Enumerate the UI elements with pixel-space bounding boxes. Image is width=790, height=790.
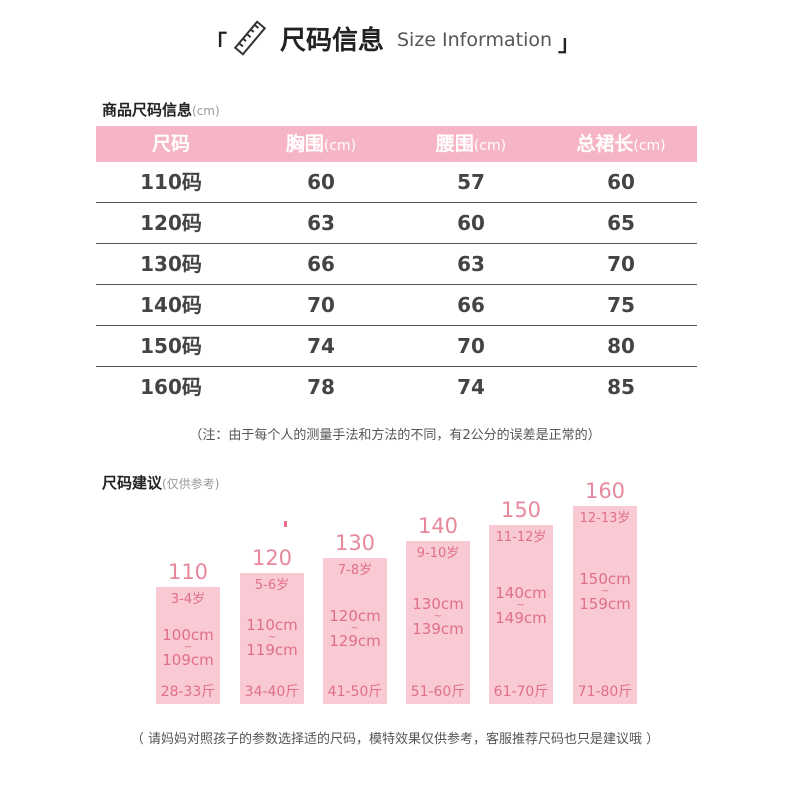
- cell-size: 140码: [140, 293, 202, 317]
- measurement-note: （注：由于每个人的测量手法和方法的不同，有2公分的误差是正常的）: [189, 428, 601, 443]
- height-range: 120cm ~ 129cm: [329, 607, 381, 651]
- age-range: 12-13岁: [579, 511, 631, 526]
- table-row: 150码 74 70 80: [96, 326, 697, 367]
- table-row: 140码 70 66 75: [96, 285, 697, 326]
- decorative-tick: [284, 521, 287, 527]
- height-range: 130cm ~ 139cm: [412, 595, 464, 639]
- weight-range: 34-40斤: [244, 684, 300, 700]
- age-range: 11-12岁: [495, 530, 547, 545]
- size-suggestion-bar: 12-13岁 150cm ~ 159cm 71-80斤: [573, 506, 637, 704]
- suggestion-note: （ 请妈妈对照孩子的参数选择适的尺码，模特效果仅供参考，客服推荐尺码也只是建议哦…: [130, 732, 660, 747]
- cell-length: 60: [607, 170, 635, 194]
- page-title: 尺码信息: [280, 26, 385, 56]
- height-range: 140cm ~ 149cm: [495, 584, 547, 628]
- age-range: 5-6岁: [254, 578, 290, 593]
- cell-waist: 66: [457, 293, 485, 317]
- ruler-pencil-icon: [233, 20, 267, 56]
- size-label: 110: [167, 560, 209, 584]
- size-label: 120: [251, 546, 293, 570]
- size-suggestion-bar: 9-10岁 130cm ~ 139cm 51-60斤: [406, 541, 470, 704]
- table-row: 160码 78 74 85: [96, 367, 697, 407]
- size-suggestion-bar: 3-4岁 100cm ~ 109cm 28-33斤: [156, 587, 220, 704]
- cell-length: 70: [607, 252, 635, 276]
- size-label: 140: [417, 514, 459, 538]
- header-waist: 腰围(cm): [435, 133, 507, 155]
- cell-chest: 70: [307, 293, 335, 317]
- cell-chest: 66: [307, 252, 335, 276]
- cell-size: 150码: [140, 334, 202, 358]
- weight-range: 71-80斤: [577, 684, 633, 700]
- cell-waist: 74: [457, 375, 485, 399]
- weight-range: 28-33斤: [160, 684, 216, 700]
- table-row: 120码 63 60 65: [96, 203, 697, 244]
- cell-chest: 78: [307, 375, 335, 399]
- cell-chest: 74: [307, 334, 335, 358]
- age-range: 7-8岁: [337, 563, 373, 578]
- cell-length: 80: [607, 334, 635, 358]
- size-suggestion-bar: 7-8岁 120cm ~ 129cm 41-50斤: [323, 558, 387, 704]
- header-chest: 胸围(cm): [285, 133, 357, 155]
- page-subtitle: Size Information: [397, 29, 553, 51]
- cell-waist: 70: [457, 334, 485, 358]
- age-range: 9-10岁: [416, 546, 460, 561]
- size-label: 160: [584, 479, 626, 503]
- cell-waist: 60: [457, 211, 485, 235]
- table-row: 130码 66 63 70: [96, 244, 697, 285]
- cell-waist: 63: [457, 252, 485, 276]
- page-header: 「 尺码信息 Size Information 」: [0, 16, 790, 66]
- suggest-section-label: 尺码建议: [102, 474, 163, 492]
- weight-range: 61-70斤: [493, 684, 549, 700]
- cell-length: 75: [607, 293, 635, 317]
- header-size: 尺码: [151, 133, 190, 155]
- height-range: 110cm ~ 119cm: [246, 616, 298, 660]
- height-range: 100cm ~ 109cm: [162, 626, 214, 670]
- weight-range: 41-50斤: [327, 684, 383, 700]
- cell-length: 65: [607, 211, 635, 235]
- size-suggestion-bar: 5-6岁 110cm ~ 119cm 34-40斤: [240, 573, 304, 704]
- age-range: 3-4岁: [170, 592, 206, 607]
- table-row: 110码 60 57 60: [96, 162, 697, 203]
- cell-size: 110码: [140, 170, 202, 194]
- left-bracket: 「: [205, 32, 228, 57]
- cell-size: 160码: [140, 375, 202, 399]
- cell-chest: 60: [307, 170, 335, 194]
- cell-length: 85: [607, 375, 635, 399]
- table-header: 尺码 胸围(cm) 腰围(cm) 总裙长(cm): [96, 126, 697, 162]
- suggest-section-sub: (仅供参考): [162, 477, 220, 491]
- size-suggestion-bar: 11-12岁 140cm ~ 149cm 61-70斤: [489, 525, 553, 704]
- size-label: 150: [500, 498, 542, 522]
- height-range: 150cm ~ 159cm: [579, 570, 631, 614]
- header-length: 总裙长(cm): [576, 133, 666, 155]
- table-section-title: 商品尺码信息(cm): [102, 99, 220, 120]
- cell-size: 120码: [140, 211, 202, 235]
- cell-chest: 63: [307, 211, 335, 235]
- table-section-label: 商品尺码信息: [102, 101, 193, 119]
- size-table: 尺码 胸围(cm) 腰围(cm) 总裙长(cm) 110码 60 57 60 1…: [96, 126, 697, 407]
- right-bracket: 」: [558, 32, 581, 57]
- table-section-unit: (cm): [192, 104, 220, 118]
- cell-size: 130码: [140, 252, 202, 276]
- size-label: 130: [334, 531, 376, 555]
- cell-waist: 57: [457, 170, 485, 194]
- suggest-section-title: 尺码建议(仅供参考): [102, 472, 219, 493]
- weight-range: 51-60斤: [410, 684, 466, 700]
